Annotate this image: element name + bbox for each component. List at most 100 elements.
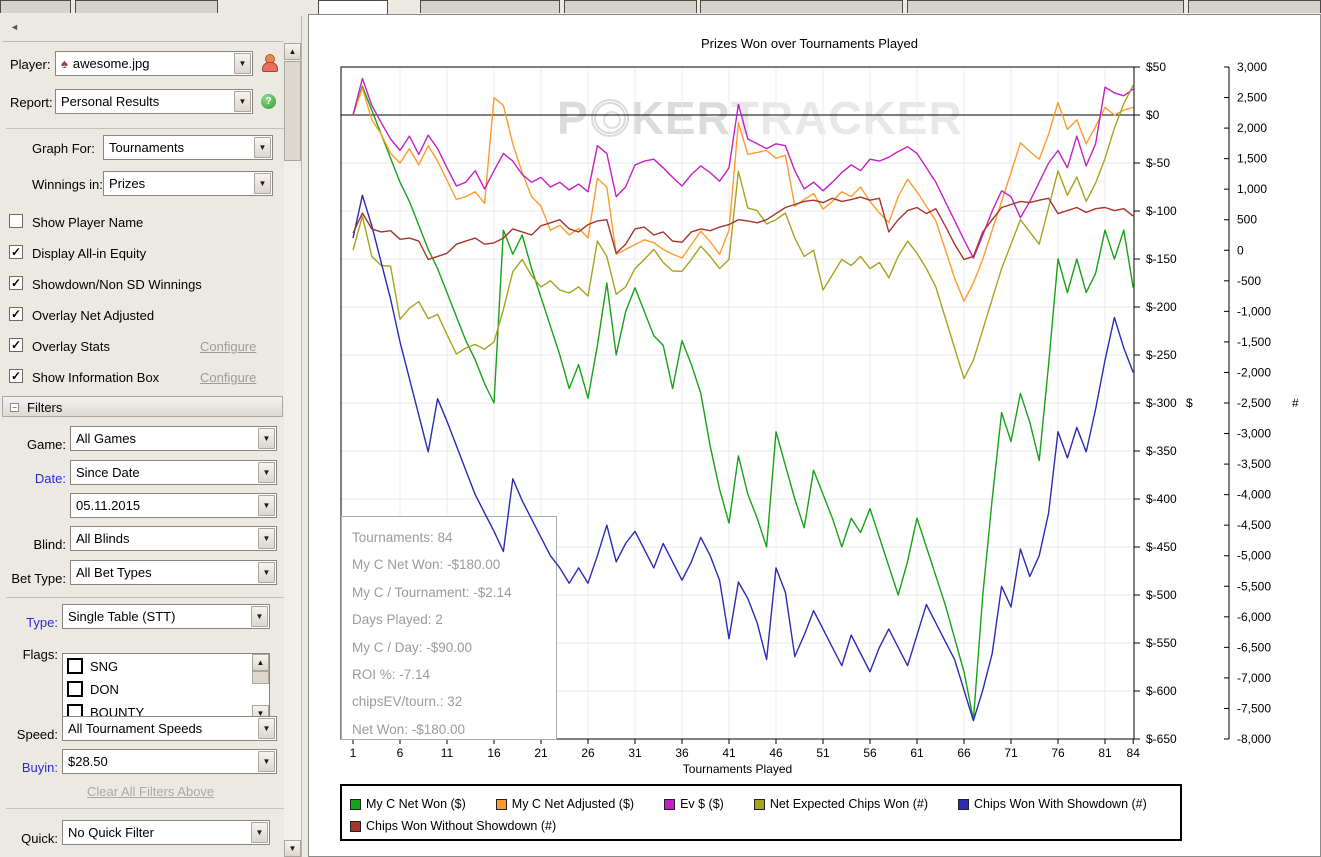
bet-type-dropdown[interactable]: All Bet Types ▼ (70, 560, 277, 585)
sidebar-minibar: ◄ (2, 16, 283, 42)
clear-all-filters-link[interactable]: Clear All Filters Above (87, 784, 215, 799)
svg-text:31: 31 (628, 746, 642, 760)
checkbox-display-allin-equity[interactable]: ✓ (9, 245, 23, 259)
svg-text:-500: -500 (1237, 274, 1261, 288)
checkbox-show-player-name[interactable] (9, 214, 23, 228)
tab-partial[interactable] (0, 0, 71, 13)
checkbox-show-information-box[interactable]: ✓ (9, 369, 23, 383)
tab-partial[interactable] (75, 0, 218, 13)
scrollbar-thumb[interactable] (284, 61, 301, 161)
dropdown-arrow-icon[interactable]: ▼ (258, 428, 275, 449)
dropdown-arrow-icon[interactable]: ▼ (234, 53, 251, 74)
flag-label: DON (90, 682, 119, 697)
dropdown-arrow-icon[interactable]: ▼ (258, 718, 275, 739)
configure-info-box-link[interactable]: Configure (200, 370, 257, 385)
dropdown-arrow-icon[interactable]: ▼ (258, 528, 275, 549)
svg-text:21: 21 (534, 746, 548, 760)
svg-text:$0: $0 (1146, 108, 1160, 122)
filters-section-header[interactable]: − Filters (2, 396, 283, 417)
checkbox-showdown-winnings[interactable]: ✓ (9, 276, 23, 290)
date-dropdown[interactable]: Since Date ▼ (70, 460, 277, 485)
legend-chip-blue (958, 798, 970, 810)
tab-partial[interactable] (700, 0, 903, 13)
legend-label: Chips Won Without Showdown (#) (366, 819, 557, 833)
dropdown-arrow-icon[interactable]: ▼ (258, 562, 275, 583)
speed-dropdown[interactable]: All Tournament Speeds ▼ (62, 716, 277, 741)
type-dropdown[interactable]: Single Table (STT) ▼ (62, 604, 270, 629)
flags-listbox: SNG DON BOUNTY ▲ ▼ (62, 653, 270, 723)
svg-text:$50: $50 (1146, 60, 1166, 74)
chart-series-lines (352, 77, 1134, 722)
dropdown-arrow-icon[interactable]: ▼ (251, 822, 268, 843)
blind-dropdown[interactable]: All Blinds ▼ (70, 526, 277, 551)
tab-partial[interactable] (420, 0, 560, 13)
scroll-up-icon[interactable]: ▲ (252, 654, 269, 671)
checkbox-overlay-net-adjusted[interactable]: ✓ (9, 307, 23, 321)
svg-text:36: 36 (675, 746, 689, 760)
filters-header-label: Filters (27, 400, 63, 415)
flag-checkbox-sng[interactable] (67, 658, 83, 674)
report-dropdown[interactable]: Personal Results ▼ (55, 89, 253, 114)
buyin-value: $28.50 (68, 754, 108, 769)
svg-text:$-600: $-600 (1146, 684, 1177, 698)
configure-overlay-stats-link[interactable]: Configure (200, 339, 257, 354)
legend-chip-darkred (350, 820, 361, 832)
help-icon[interactable]: ? (261, 94, 276, 109)
svg-text:-6,500: -6,500 (1237, 640, 1271, 654)
svg-text:51: 51 (816, 746, 830, 760)
svg-text:$-300: $-300 (1146, 396, 1177, 410)
player-dropdown[interactable]: ♠ awesome.jpg ▼ (55, 51, 253, 76)
chart-grid-axes: $50 $0 $-50 $-100 $-150 $-200 $-250 $-300 $-350 $… (340, 60, 1299, 776)
svg-text:16: 16 (487, 746, 501, 760)
sidebar: ◄ Player: ♠ awesome.jpg ▼ Report: Person… (2, 16, 302, 857)
quick-filter-dropdown[interactable]: No Quick Filter ▼ (62, 820, 270, 845)
svg-text:84: 84 (1127, 746, 1141, 760)
chart-title: Prizes Won over Tournaments Played (701, 36, 919, 51)
legend-chip-orange (495, 798, 507, 810)
flag-label: SNG (90, 659, 119, 674)
sidebar-scrollbar[interactable] (284, 43, 301, 857)
svg-text:56: 56 (863, 746, 877, 760)
tab-partial[interactable] (907, 0, 1184, 13)
collapse-minus-icon[interactable]: − (10, 403, 19, 412)
svg-text:2,500: 2,500 (1237, 91, 1267, 105)
dropdown-arrow-icon[interactable]: ▼ (234, 91, 251, 112)
player-label: Player: (10, 57, 51, 72)
dropdown-arrow-icon[interactable]: ▼ (254, 173, 271, 194)
svg-text:81: 81 (1098, 746, 1112, 760)
dropdown-arrow-icon[interactable]: ▼ (254, 137, 271, 158)
svg-text:$-100: $-100 (1146, 204, 1177, 218)
svg-text:11: 11 (441, 746, 454, 760)
checkbox-label: Overlay Stats (32, 339, 111, 354)
chart-legend: My C Net Won ($) My C Net Adjusted ($) E… (340, 784, 1182, 841)
scroll-down-icon[interactable]: ▼ (284, 840, 301, 857)
game-dropdown[interactable]: All Games ▼ (70, 426, 277, 451)
scroll-up-icon[interactable]: ▲ (284, 43, 301, 60)
svg-text:$-500: $-500 (1146, 588, 1177, 602)
separator (6, 597, 288, 598)
tab-partial[interactable] (564, 0, 697, 13)
tab-partial-active[interactable] (318, 0, 388, 15)
info-net-won-2: Net Won: -$180.00 (352, 721, 466, 737)
dropdown-arrow-icon[interactable]: ▼ (258, 462, 275, 483)
poker-chip-icon (590, 99, 629, 137)
flag-checkbox-don[interactable] (67, 681, 83, 697)
graph-for-dropdown[interactable]: Tournaments ▼ (103, 135, 273, 160)
scrollbar-thumb[interactable] (252, 671, 269, 684)
svg-text:$-250: $-250 (1146, 348, 1177, 362)
report-value: Personal Results (61, 94, 160, 109)
quick-value: No Quick Filter (68, 825, 154, 840)
tab-partial[interactable] (1188, 0, 1321, 13)
collapse-left-icon[interactable]: ◄ (10, 22, 19, 32)
player-person-icon[interactable] (261, 54, 278, 72)
winnings-in-dropdown[interactable]: Prizes ▼ (103, 171, 273, 196)
dropdown-arrow-icon[interactable]: ▼ (258, 495, 275, 516)
buyin-dropdown[interactable]: $28.50 ▼ (62, 749, 277, 774)
since-date-dropdown[interactable]: 05.11.2015 ▼ (70, 493, 277, 518)
dropdown-arrow-icon[interactable]: ▼ (258, 751, 275, 772)
svg-text:-7,500: -7,500 (1237, 701, 1271, 715)
checkbox-overlay-stats[interactable]: ✓ (9, 338, 23, 352)
dropdown-arrow-icon[interactable]: ▼ (251, 606, 268, 627)
svg-text:6: 6 (397, 746, 404, 760)
svg-text:71: 71 (1004, 746, 1018, 760)
